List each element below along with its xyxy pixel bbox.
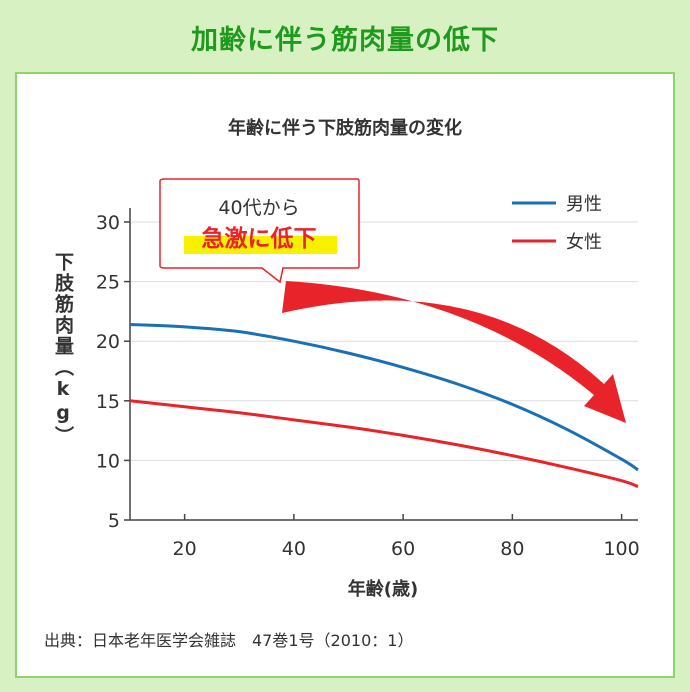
y-axis-label: 下肢筋肉量（kg）: [52, 252, 74, 447]
x-tick-label: 20: [173, 538, 197, 560]
x-tick-label: 60: [391, 538, 415, 560]
x-axis-ticks: 20 40 60 80 100: [173, 514, 640, 560]
axes: [129, 208, 638, 521]
callout-line-1: 40代から: [218, 197, 299, 219]
y-tick-label: 30: [96, 212, 120, 234]
page-title: 加齢に伴う筋肉量の低下: [191, 25, 499, 56]
callout-highlight: [184, 236, 337, 254]
y-tick-label: 5: [108, 510, 120, 532]
x-tick-label: 100: [603, 538, 639, 560]
source-note: 出典：日本老年医学会雑誌 47巻1号（2010：1）: [44, 631, 414, 650]
decline-arrow-icon: [282, 281, 626, 423]
y-axis-ticks: 5 10 15 20 25 30: [96, 212, 130, 532]
legend-label: 男性: [566, 194, 602, 215]
x-tick-label: 40: [282, 538, 306, 560]
series-lines: [129, 323, 639, 489]
legend-label: 女性: [566, 232, 602, 253]
y-tick-label: 20: [96, 331, 120, 353]
x-axis-label: 年齢(歳): [348, 578, 418, 600]
y-tick-label: 10: [96, 450, 120, 472]
callout-box: 40代から 急激に低下: [159, 178, 360, 284]
series-line-female: [129, 399, 639, 489]
callout-line-2: 急激に低下: [202, 225, 317, 252]
series-line-male: [129, 323, 639, 472]
chart-panel: [15, 72, 675, 678]
y-tick-label: 25: [96, 272, 120, 294]
x-tick-label: 80: [500, 538, 524, 560]
y-axis-label-text: 下肢筋肉量（kg）: [52, 252, 74, 447]
chart-title: 年齢に伴う下肢筋肉量の変化: [228, 117, 462, 139]
y-tick-label: 15: [96, 391, 120, 413]
